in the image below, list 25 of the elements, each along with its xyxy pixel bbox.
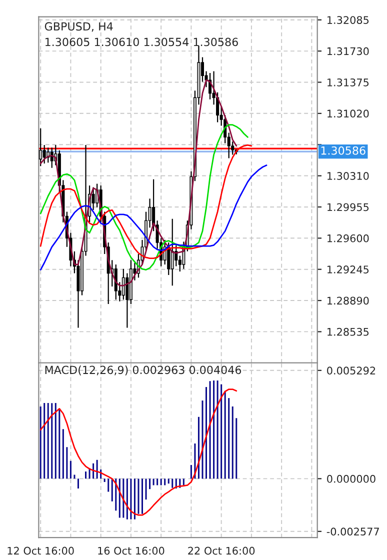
ref-line-label: 1.30586 bbox=[321, 146, 366, 155]
y-tick-label: 1.29600 bbox=[328, 234, 369, 242]
y-tick-label: 1.29955 bbox=[328, 203, 369, 212]
y-tick-label: 1.32085 bbox=[328, 16, 369, 24]
x-tick-label: 22 Oct 16:00 bbox=[188, 546, 255, 555]
y-tick-label: -0.002577 bbox=[326, 528, 379, 536]
y-tick-label: 0.000000 bbox=[327, 474, 376, 483]
chart-title: GBPUSD, H4 bbox=[44, 22, 113, 32]
y-tick-label: 1.31020 bbox=[328, 110, 369, 118]
line-series bbox=[40, 388, 238, 516]
y-tick-label: 1.31730 bbox=[328, 47, 369, 56]
x-tick-label: 16 Oct 16:00 bbox=[98, 546, 164, 555]
y-tick-label: 1.30310 bbox=[328, 172, 369, 180]
y-tick-label: 1.29245 bbox=[328, 266, 369, 274]
chart-title: MACD(12,26,9) 0.002963 0.004046 bbox=[45, 366, 242, 376]
y-tick-label: 0.005292 bbox=[327, 366, 376, 375]
text: 1.30605 1.30610 1.30554 1.30586 bbox=[45, 38, 238, 46]
y-tick-label: 1.28535 bbox=[328, 328, 369, 336]
candlestick bbox=[42, 144, 46, 164]
y-tick-label: 1.31375 bbox=[328, 78, 369, 86]
y-tick-label: 1.28890 bbox=[328, 296, 369, 305]
candlestick bbox=[152, 178, 156, 232]
candlestick bbox=[126, 272, 129, 328]
x-tick-label: 12 Oct 16:00 bbox=[8, 546, 74, 555]
line-series bbox=[40, 164, 268, 270]
